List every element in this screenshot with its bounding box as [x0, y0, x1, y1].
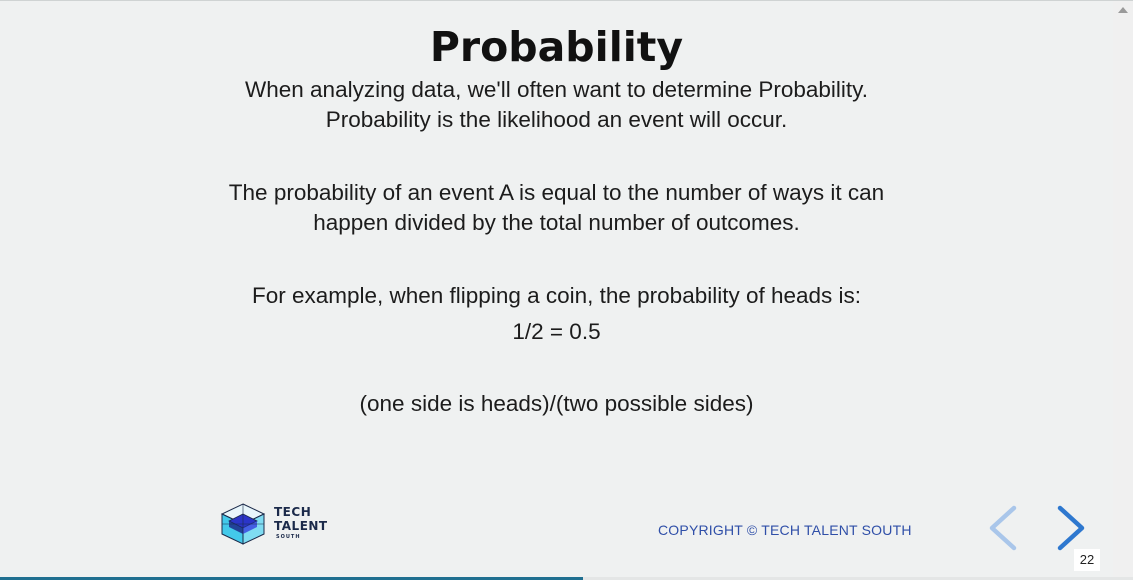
previous-slide-button[interactable]	[986, 504, 1020, 552]
explanation-paragraph: (one side is heads)/(two possible sides)	[200, 389, 913, 419]
slide-title: Probability	[429, 23, 684, 71]
slide-number: 22	[1074, 549, 1100, 571]
definition-paragraph: The probability of an event A is equal t…	[200, 178, 913, 238]
vertical-scrollbar[interactable]	[1113, 1, 1133, 578]
cube-logo-icon	[220, 503, 266, 545]
intro-line-2: Probability is the likelihood an event w…	[325, 107, 788, 132]
logo-wordmark: TECH TALENT SOUTH	[274, 505, 328, 541]
chevron-right-icon	[1057, 505, 1085, 551]
example-paragraph: For example, when flipping a coin, the p…	[200, 281, 913, 347]
top-border	[0, 0, 1133, 1]
definition-line-1: The probability of an event A is equal t…	[228, 180, 885, 205]
progress-bar-fill	[0, 577, 584, 580]
chevron-left-icon	[989, 505, 1017, 551]
scroll-up-arrow-icon[interactable]	[1118, 7, 1128, 13]
next-slide-button[interactable]	[1054, 504, 1088, 552]
intro-paragraph: When analyzing data, we'll often want to…	[200, 75, 913, 135]
copyright-notice: COPYRIGHT © TECH TALENT SOUTH	[658, 522, 912, 538]
logo-text-south: SOUTH	[276, 534, 301, 540]
logo-text-talent: TALENT	[274, 519, 328, 533]
explanation-line: (one side is heads)/(two possible sides)	[359, 391, 754, 416]
definition-line-2: happen divided by the total number of ou…	[313, 210, 800, 235]
intro-line-1: When analyzing data, we'll often want to…	[245, 77, 868, 102]
example-line: For example, when flipping a coin, the p…	[251, 283, 862, 308]
slide-canvas: Probability When analyzing data, we'll o…	[0, 1, 1113, 577]
example-equation: 1/2 = 0.5	[512, 319, 601, 344]
progress-bar	[0, 577, 1133, 580]
tech-talent-south-logo: TECH TALENT SOUTH	[220, 503, 330, 545]
logo-text-tech: TECH	[274, 505, 312, 519]
